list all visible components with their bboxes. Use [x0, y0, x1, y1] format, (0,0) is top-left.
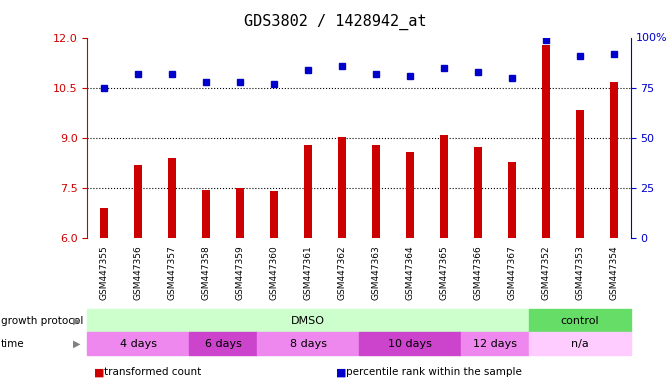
- Bar: [236, 188, 244, 238]
- Text: 6 days: 6 days: [205, 339, 242, 349]
- Bar: [338, 137, 346, 238]
- Bar: [168, 158, 176, 238]
- Bar: [202, 190, 211, 238]
- Text: ▶: ▶: [73, 316, 81, 326]
- Bar: [100, 208, 109, 238]
- Bar: [134, 165, 142, 238]
- Bar: [304, 145, 312, 238]
- Bar: [440, 135, 448, 238]
- Text: ■: ■: [94, 367, 105, 377]
- Bar: [507, 162, 516, 238]
- Text: GDS3802 / 1428942_at: GDS3802 / 1428942_at: [244, 13, 427, 30]
- Text: 12 days: 12 days: [473, 339, 517, 349]
- Text: percentile rank within the sample: percentile rank within the sample: [346, 367, 521, 377]
- Text: n/a: n/a: [571, 339, 588, 349]
- Bar: [406, 152, 414, 238]
- Text: growth protocol: growth protocol: [1, 316, 83, 326]
- Bar: [270, 192, 278, 238]
- Text: ■: ■: [336, 367, 346, 377]
- Text: 10 days: 10 days: [388, 339, 432, 349]
- Bar: [609, 82, 618, 238]
- Text: 4 days: 4 days: [119, 339, 157, 349]
- Bar: [576, 110, 584, 238]
- Bar: [474, 147, 482, 238]
- Bar: [541, 45, 550, 238]
- Bar: [372, 145, 380, 238]
- Text: control: control: [560, 316, 599, 326]
- Text: transformed count: transformed count: [104, 367, 201, 377]
- Text: 100%: 100%: [636, 33, 668, 43]
- Text: DMSO: DMSO: [291, 316, 325, 326]
- Text: time: time: [1, 339, 24, 349]
- Text: 8 days: 8 days: [289, 339, 327, 349]
- Text: ▶: ▶: [73, 339, 81, 349]
